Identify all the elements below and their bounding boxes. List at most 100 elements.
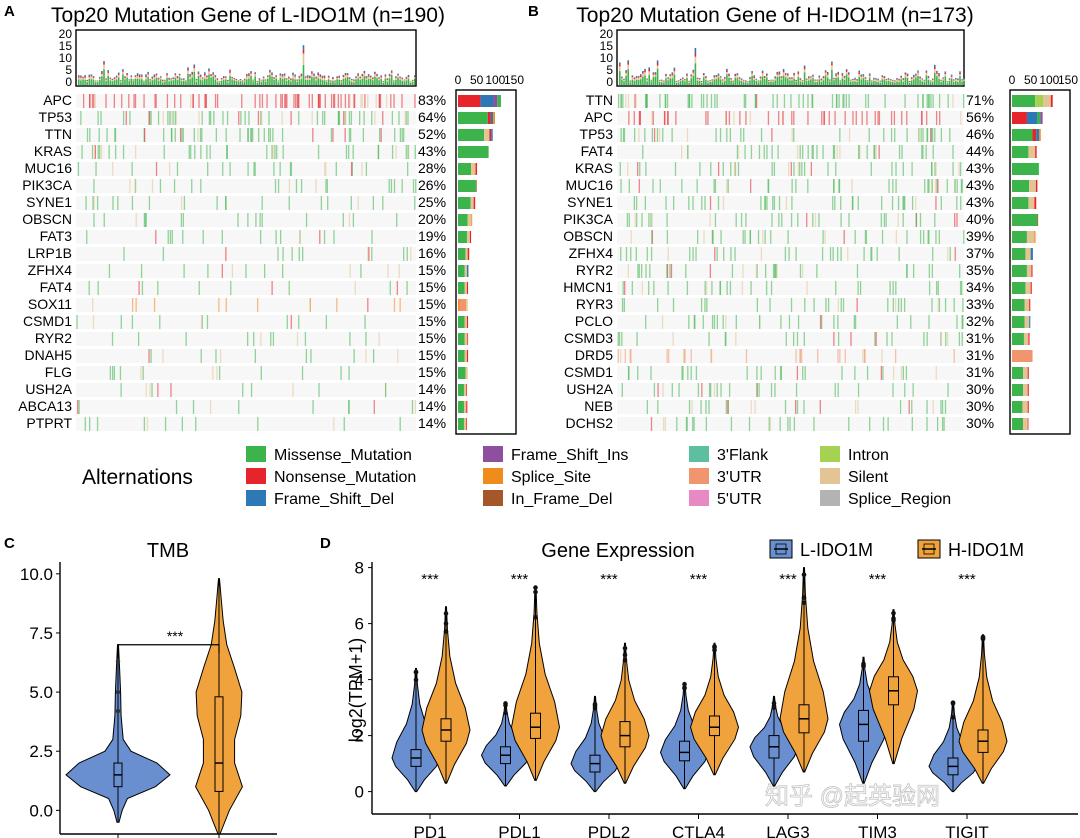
mutation-tick (390, 94, 392, 108)
mutation-tick (727, 179, 729, 193)
mutation-tick (257, 417, 259, 431)
mutation-tick (315, 179, 317, 193)
mutation-tick (121, 94, 123, 108)
mutation-tick (788, 315, 791, 329)
mutation-tick (947, 383, 949, 397)
top-bar (661, 80, 663, 83)
top-bar (78, 75, 80, 77)
mutation-tick (848, 128, 851, 142)
mutation-tick (155, 162, 158, 176)
top-bar (411, 80, 414, 81)
top-bar (279, 74, 282, 76)
mutation-tick (901, 145, 903, 159)
top-bar (845, 69, 848, 71)
mutation-tick (254, 94, 256, 108)
matrix-row-bg (76, 145, 416, 159)
mutation-tick (702, 94, 705, 108)
mutation-tick (959, 281, 962, 295)
top-bar (923, 79, 926, 81)
mutation-tick (760, 128, 763, 142)
mutation-tick (906, 264, 908, 278)
mutation-tick (922, 128, 924, 142)
top-bar (640, 74, 642, 76)
top-bar (812, 75, 814, 77)
top-bar (952, 80, 955, 82)
panel-label-b: B (528, 3, 539, 20)
mutation-tick (874, 111, 876, 125)
top-bar (378, 77, 380, 79)
mutation-tick (350, 196, 352, 210)
mutation-tick (225, 247, 227, 261)
top-bar (894, 82, 896, 85)
top-bar (380, 75, 382, 77)
mutation-tick (192, 400, 195, 414)
mutation-tick (365, 162, 368, 176)
top-bar (313, 77, 315, 85)
mutation-tick (623, 128, 626, 142)
gene-bar-segment (458, 350, 465, 362)
top-bar (782, 72, 785, 76)
gene-label-obscn: OBSCN (22, 211, 72, 227)
top-bar (778, 73, 781, 75)
gene-bar-segment (1023, 418, 1028, 430)
top-bar (629, 81, 632, 83)
top-bar (623, 78, 625, 80)
matrix-row-bg (617, 145, 964, 159)
mutation-tick (259, 94, 261, 108)
top-bar (206, 78, 208, 85)
mutation-tick (837, 349, 839, 363)
mutation-tick (96, 417, 99, 431)
top-bar (684, 79, 686, 80)
mutation-tick (940, 400, 942, 414)
mutation-tick (254, 162, 256, 176)
mutation-tick (956, 179, 958, 193)
top-bar (787, 75, 789, 79)
mutation-tick (191, 179, 193, 193)
top-bar (623, 79, 625, 82)
mutation-tick (311, 111, 313, 125)
mutation-tick (936, 179, 938, 193)
mutation-tick (737, 162, 740, 176)
mutation-tick (277, 247, 279, 261)
top-bar (369, 77, 372, 80)
top-bar (627, 60, 629, 63)
mutation-tick (354, 94, 356, 108)
mutation-tick (894, 298, 897, 312)
mutation-tick (862, 349, 864, 363)
top-bar (357, 74, 359, 76)
gene-bar-segment (458, 214, 468, 226)
mutation-tick (620, 179, 622, 193)
mutation-tick (226, 145, 229, 159)
mutation-tick (831, 94, 834, 108)
top-bar (757, 81, 760, 83)
top-bar (302, 45, 305, 50)
mutation-tick (198, 111, 200, 125)
top-bar (103, 69, 105, 85)
mutation-tick (947, 94, 949, 108)
mutation-tick (839, 145, 841, 159)
mutation-tick (120, 383, 122, 397)
mutation-tick (348, 213, 351, 227)
top-bar (854, 77, 856, 79)
top-bar (269, 72, 271, 75)
mutation-tick (854, 366, 856, 380)
top-bar (168, 81, 170, 85)
top-bar (220, 78, 223, 79)
top-bar (279, 75, 282, 78)
top-bar (952, 79, 955, 81)
mutation-tick (347, 145, 350, 159)
top-bar (637, 77, 640, 80)
top-bar (107, 70, 109, 72)
top-bar (686, 73, 688, 75)
mutation-tick (290, 315, 292, 329)
mutation-tick (318, 94, 320, 108)
top-bar (654, 74, 657, 77)
top-bar (99, 80, 101, 85)
legend-label: 5'UTR (717, 491, 762, 508)
top-bar (407, 76, 410, 78)
top-bar (174, 75, 177, 78)
top-bar (283, 78, 286, 85)
gene-bar-segment (1012, 333, 1024, 345)
outlier-point (443, 611, 449, 616)
mutation-tick (802, 366, 804, 380)
